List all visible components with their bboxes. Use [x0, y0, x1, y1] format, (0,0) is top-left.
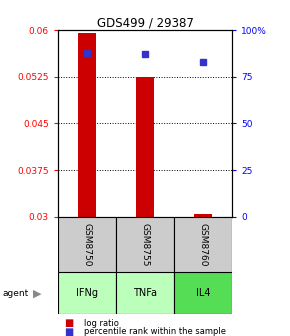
Text: log ratio: log ratio [84, 319, 119, 328]
Text: ■: ■ [64, 318, 73, 328]
Text: IL4: IL4 [196, 288, 210, 298]
Bar [116, 217, 174, 272]
Text: TNFa: TNFa [133, 288, 157, 298]
Bar [136, 77, 154, 217]
Text: GSM8760: GSM8760 [198, 223, 208, 266]
Bar [174, 272, 232, 314]
Bar [116, 272, 174, 314]
Title: GDS499 / 29387: GDS499 / 29387 [97, 16, 193, 29]
Text: GSM8750: GSM8750 [82, 223, 92, 266]
Bar [58, 272, 116, 314]
Text: agent: agent [3, 289, 29, 298]
Text: ▶: ▶ [33, 288, 42, 298]
Bar [194, 214, 212, 217]
Bar [78, 33, 96, 217]
Bar [174, 217, 232, 272]
Text: percentile rank within the sample: percentile rank within the sample [84, 328, 226, 336]
Text: ■: ■ [64, 327, 73, 336]
Text: GSM8755: GSM8755 [140, 223, 150, 266]
Bar [58, 217, 116, 272]
Text: IFNg: IFNg [76, 288, 98, 298]
